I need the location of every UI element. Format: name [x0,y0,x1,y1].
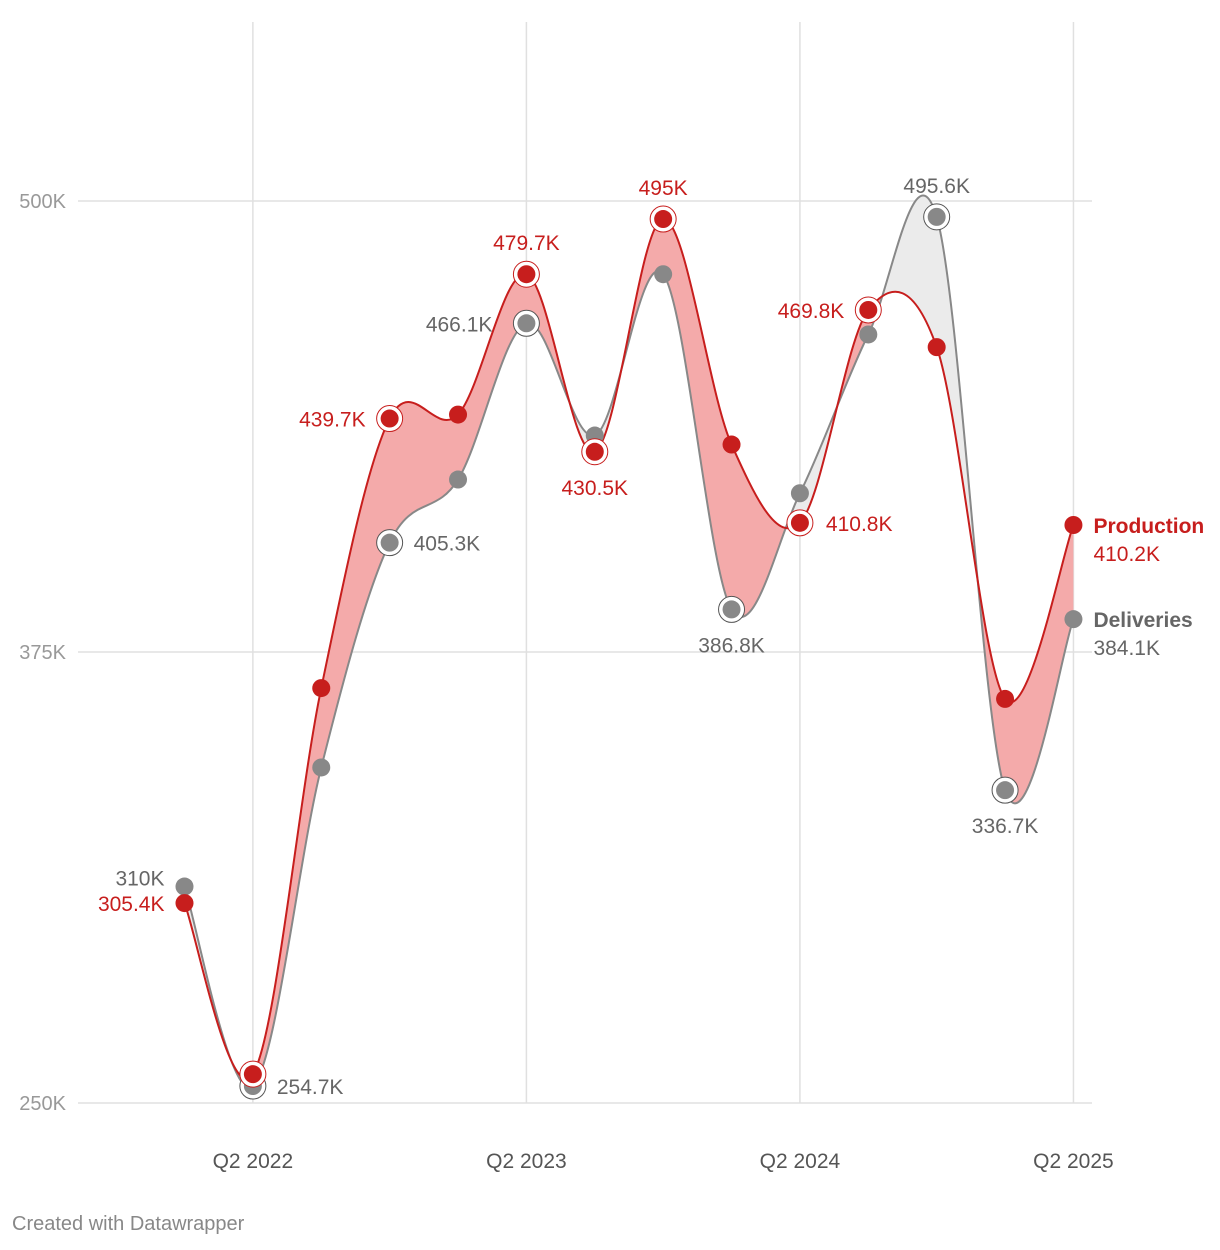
deliveries-point [859,325,878,344]
y-tick-label: 375K [19,642,66,664]
deliveries-value-label: 336.7K [972,815,1039,838]
production-value-label: 479.7K [493,232,560,255]
production-point [517,265,536,284]
production-value-label: 430.5K [561,477,628,500]
production-point [175,894,194,913]
legend-production-value: 410.2K [1093,543,1160,566]
deliveries-point [312,758,331,777]
deliveries-point [1064,610,1083,629]
production-point [585,442,604,461]
deliveries-value-label: 386.8K [698,634,765,657]
deliveries-value-label: 310K [115,868,164,891]
deliveries-point [722,600,741,619]
y-tick-label: 500K [19,191,66,213]
production-value-label: 410.8K [826,513,893,536]
production-surplus-area [184,195,1074,1088]
deliveries-point [175,877,194,896]
production-point [859,300,878,319]
deliveries-value-label: 495.6K [903,175,970,198]
deliveries-point [380,533,399,552]
production-value-label: 439.7K [299,409,366,432]
axis-labels: 250K 375K 500K Q2 2022 Q2 2023 Q2 2024 Q2 2025 [19,191,1113,1173]
legend-deliveries-value: 384.1K [1093,637,1160,660]
production-point [312,679,331,698]
production-point [243,1065,262,1084]
deliveries-point [517,314,536,333]
data-points [175,203,1083,1100]
deliveries-value-label: 254.7K [277,1076,344,1099]
data-labels: 305.4K 439.7K 479.7K 430.5K 495K 410.8K 469.8K… [98,175,1204,1099]
x-tick-label: Q2 2025 [1033,1150,1114,1173]
footer-credit: Created with Datawrapper [12,1213,245,1235]
production-value-label: 495K [639,177,688,200]
deliveries-point [996,781,1015,800]
y-tick-label: 250K [19,1093,66,1115]
production-point [722,435,741,454]
production-point [927,338,946,357]
difference-areas [184,195,1074,1088]
production-value-label: 469.8K [778,300,845,323]
production-point [654,210,673,229]
legend-deliveries-name: Deliveries [1093,609,1192,632]
deliveries-value-label: 466.1K [426,313,493,336]
production-point [1064,515,1083,534]
production-value-label: 305.4K [98,893,165,916]
production-point [449,405,468,424]
deliveries-point [654,265,673,284]
deliveries-point [790,484,809,503]
deliveries-point [449,470,468,489]
production-point [996,689,1015,708]
deliveries-point [927,207,946,226]
production-point [790,513,809,532]
grid-lines [78,22,1092,1104]
x-tick-label: Q2 2022 [213,1150,294,1173]
production-point [380,409,399,428]
deliveries-value-label: 405.3K [414,533,481,556]
x-tick-label: Q2 2023 [486,1150,567,1173]
legend-production-name: Production [1093,515,1204,538]
x-tick-label: Q2 2024 [760,1150,841,1173]
